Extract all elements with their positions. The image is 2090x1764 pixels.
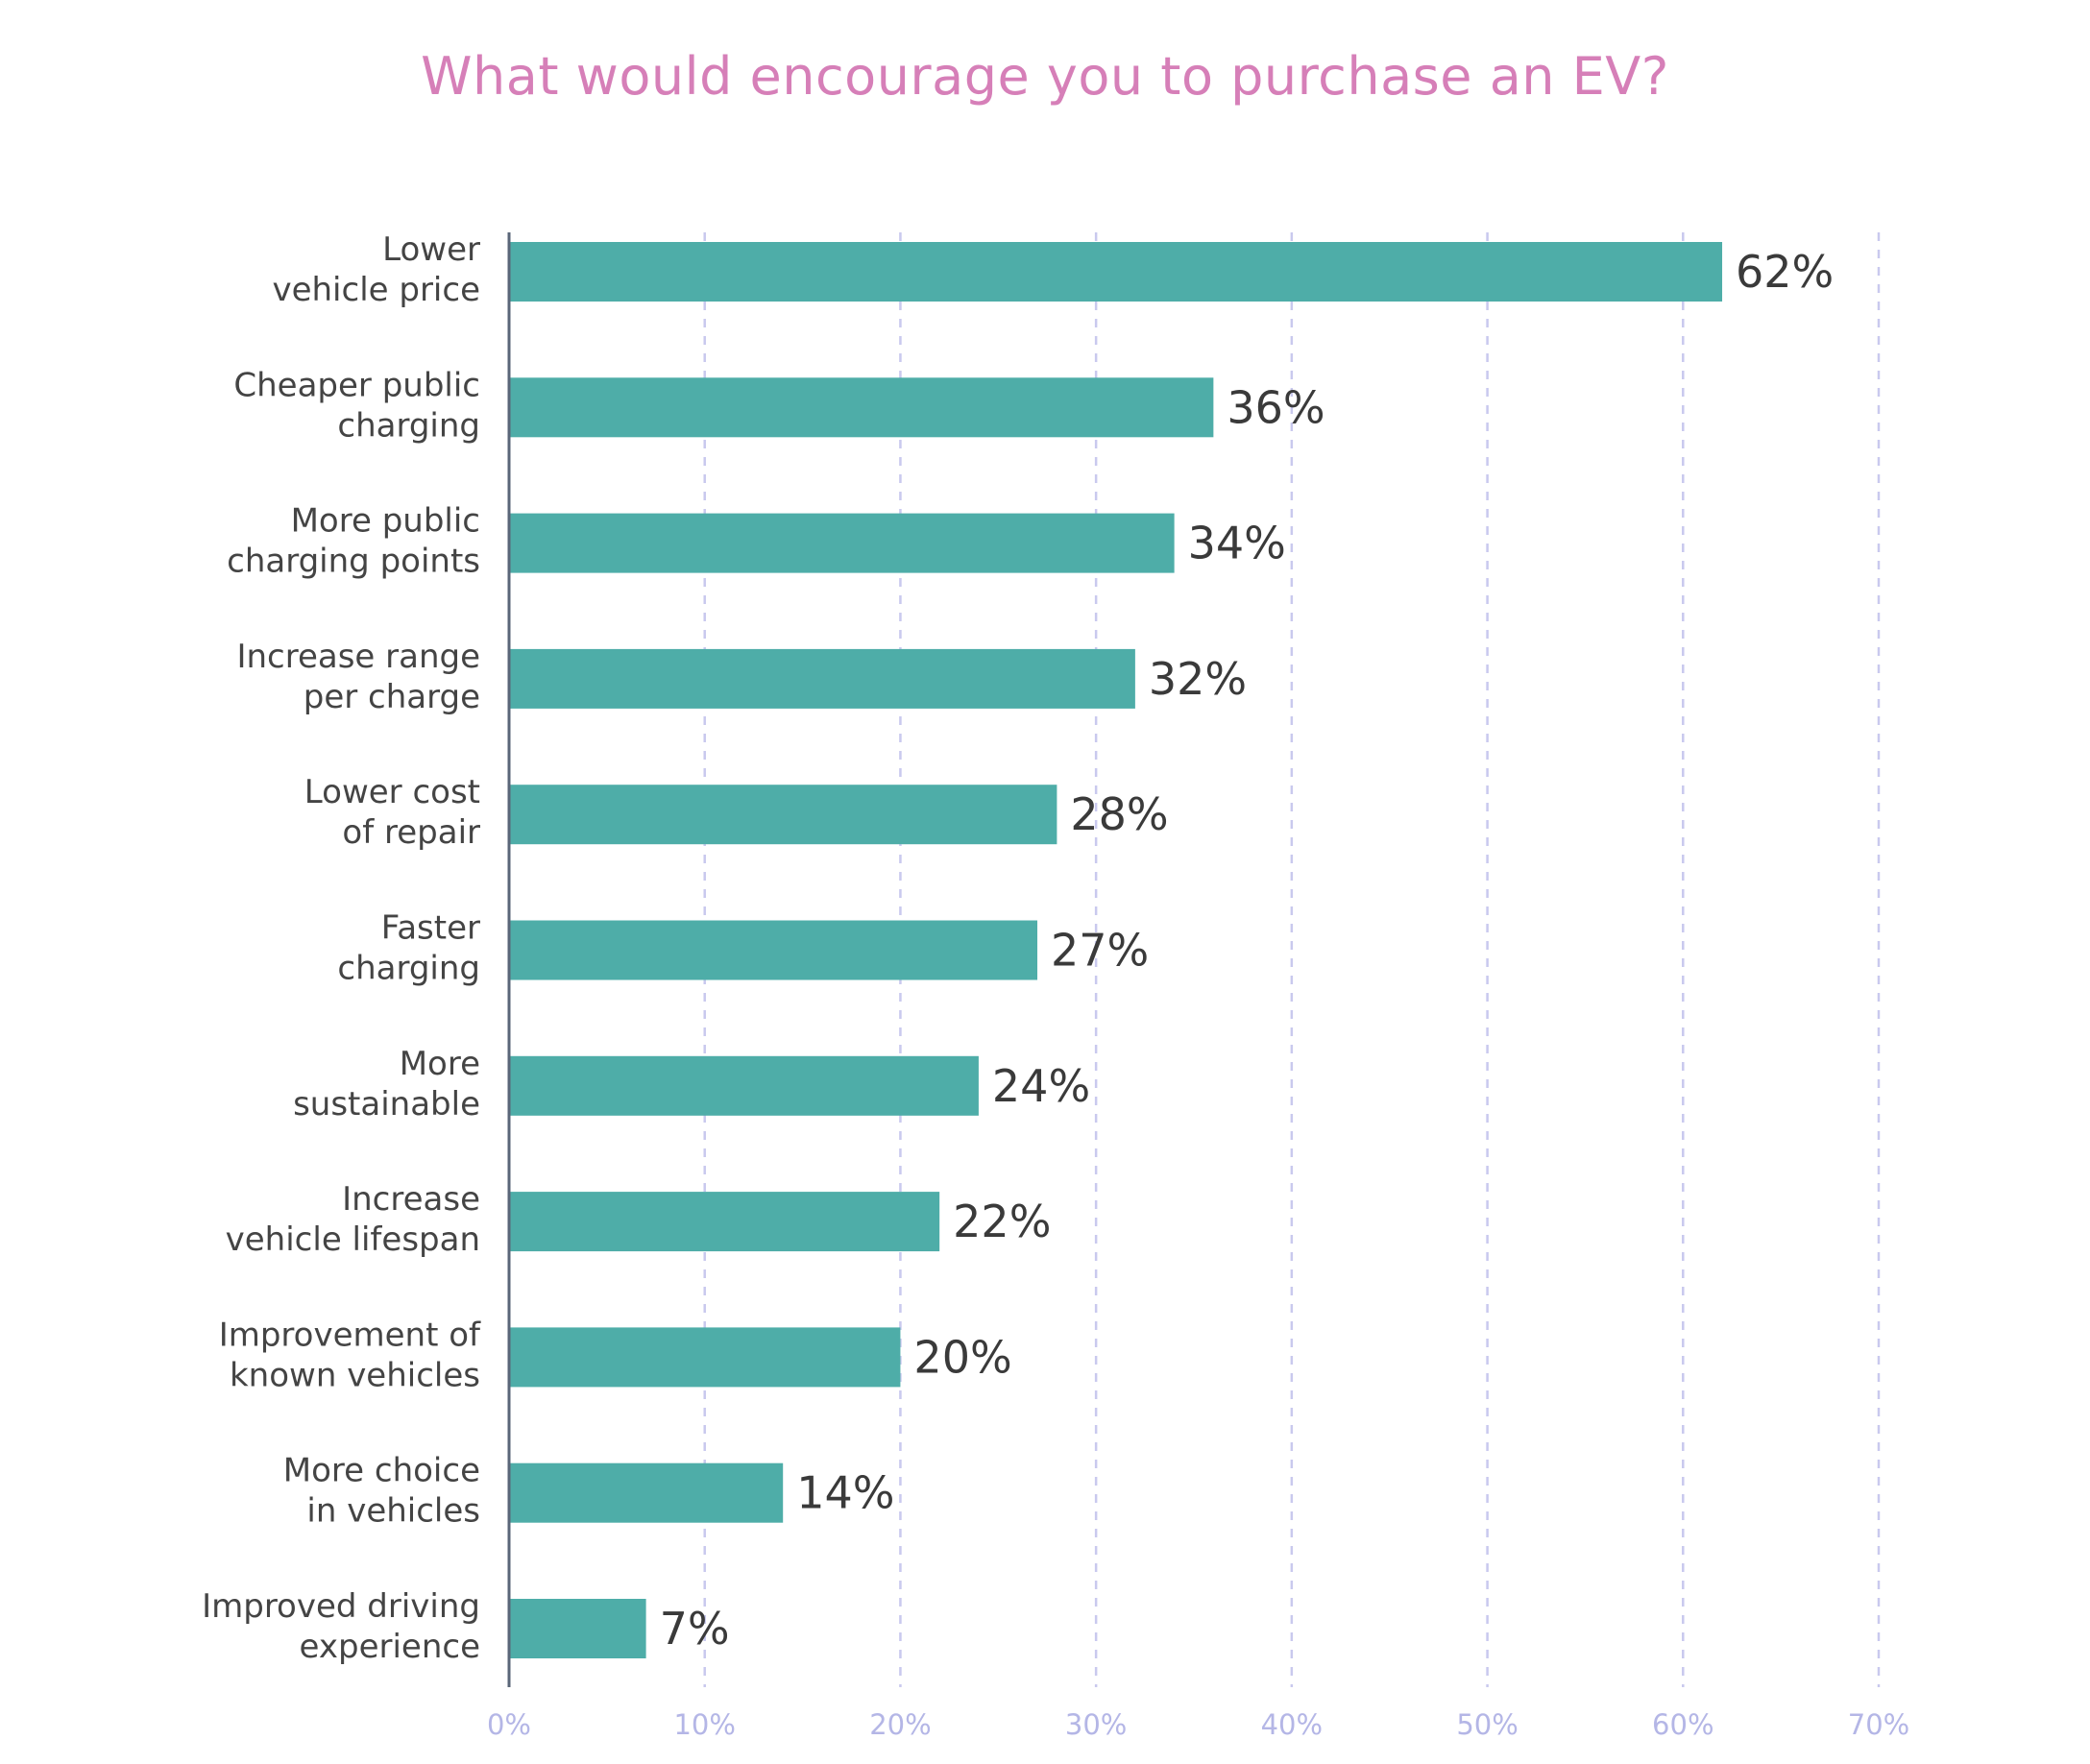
category-label-line: known vehicles (230, 1356, 480, 1394)
x-tick-label: 0% (487, 1708, 531, 1741)
category-label-line: Lower cost (304, 773, 480, 811)
bar (509, 1327, 901, 1388)
category-label-line: More public (291, 502, 480, 541)
category-label-line: per charge (304, 678, 480, 716)
category-label-line: Improvement of (219, 1316, 481, 1354)
category-label-line: vehicle price (272, 271, 480, 309)
data-label: 24% (992, 1060, 1090, 1112)
data-label: 34% (1188, 518, 1286, 569)
category-label: Faster charging (337, 909, 480, 988)
category-label-line: More (400, 1045, 480, 1083)
data-label: 27% (1051, 925, 1149, 977)
data-label: 32% (1149, 653, 1247, 705)
data-label: 28% (1070, 788, 1168, 840)
category-label-line: Increase (342, 1180, 480, 1219)
bar (509, 1599, 646, 1658)
bar (509, 1462, 784, 1523)
category-label-line: of repair (342, 813, 480, 852)
category-label-line: vehicle lifespan (226, 1220, 480, 1259)
category-label: Increase vehicle lifespan (226, 1180, 480, 1259)
x-tick-label: 60% (1652, 1708, 1713, 1741)
bar (509, 1192, 940, 1252)
bar (509, 785, 1057, 845)
bar (509, 513, 1175, 573)
category-label-line: sustainable (293, 1085, 480, 1124)
chart-title: What would encourage you to purchase an … (421, 46, 1669, 107)
category-label: Lower vehicle price (272, 230, 480, 309)
x-tick-label: 20% (869, 1708, 931, 1741)
category-label-line: More choice (283, 1452, 480, 1490)
category-label: More choice in vehicles (283, 1452, 480, 1531)
category-label: Increase range per charge (236, 638, 480, 716)
category-label-line: Cheaper public (233, 366, 480, 404)
category-label: Improved driving experience (202, 1587, 480, 1666)
category-label: Cheaper public charging (233, 366, 480, 445)
bar (509, 242, 1723, 302)
bar (509, 377, 1214, 438)
category-label-line: Faster (381, 909, 480, 948)
data-label: 7% (660, 1603, 730, 1655)
category-label-line: charging (337, 406, 480, 445)
data-label: 14% (796, 1467, 894, 1519)
x-tick-label: 50% (1456, 1708, 1518, 1741)
data-label: 62% (1736, 246, 1834, 298)
category-label-line: Increase range (236, 638, 480, 676)
x-tick-label: 40% (1261, 1708, 1323, 1741)
category-label: Improvement of known vehicles (219, 1316, 481, 1394)
category-label: More sustainable (293, 1045, 480, 1124)
x-tick-label: 10% (673, 1708, 735, 1741)
data-label: 22% (953, 1196, 1051, 1247)
category-label-line: charging points (227, 543, 480, 581)
category-label: Lower cost of repair (304, 773, 480, 852)
bar (509, 648, 1135, 709)
category-label-line: Improved driving (202, 1587, 480, 1626)
data-label: 36% (1227, 381, 1324, 433)
category-label: More public charging points (227, 502, 480, 581)
data-label: 20% (913, 1331, 1011, 1383)
x-tick-label: 70% (1848, 1708, 1909, 1741)
bar (509, 1055, 979, 1116)
bar (509, 920, 1038, 980)
category-label-line: Lower (382, 230, 480, 269)
category-label-line: in vehicles (306, 1492, 480, 1531)
category-label-line: charging (337, 950, 480, 988)
x-tick-label: 30% (1065, 1708, 1127, 1741)
category-label-line: experience (300, 1628, 480, 1666)
